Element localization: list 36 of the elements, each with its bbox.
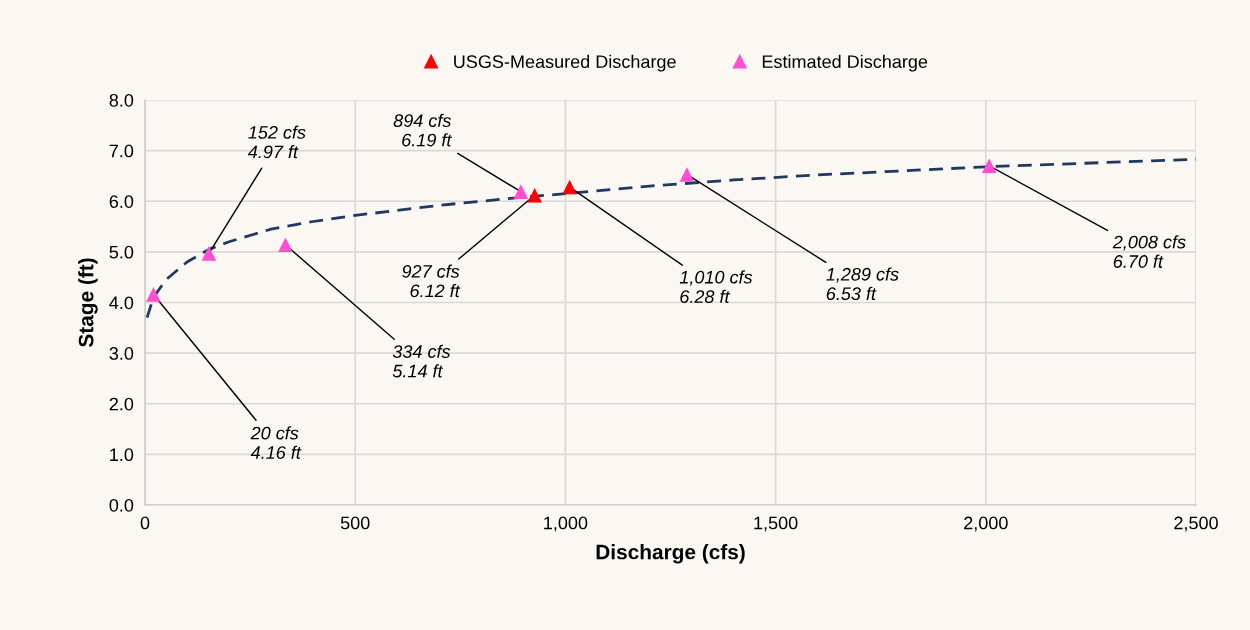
y-tick-label: 3.0 [109,347,134,360]
x-tick-label: 2,500 [1174,516,1218,532]
y-tick-label: 4.0 [109,296,134,310]
x-tick-label: 500 [340,516,370,530]
annotation: 334 cfs 5.14 ft [392,344,451,378]
y-tick-label: 5.0 [109,245,134,259]
annotation: 20 cfs 4.16 ft [250,426,302,459]
point [981,158,997,174]
point [513,184,529,199]
line-series [145,157,1196,320]
y-tick-label: 2.0 [109,397,134,411]
annotation: 927 cfs 6.12 ft [402,264,461,298]
y-tick-label: 7.0 [109,144,134,158]
x-axis-title: Discharge (cfs) [596,544,745,564]
point [201,246,217,261]
point [527,187,542,203]
y-tick-label: 6.0 [109,195,134,208]
annotation: 2,008 cfs 6.70 ft [1112,235,1186,268]
point [562,179,577,195]
x-tick-label: 1,500 [754,516,798,532]
x-tick-label: 2,000 [964,516,1008,532]
y-axis-title: Stage (ft) [78,258,98,348]
annotation: 894 cfs 6.19 ft [393,113,453,147]
x-tick-label: 1,000 [544,516,588,532]
annotation: 152 cfs 4.97 ft [247,125,306,159]
point [278,237,293,253]
legend-label: USGS-Measured Discharge [454,54,676,72]
legend-label: Estimated Discharge [762,54,928,72]
point [679,167,695,182]
y-tick-label: 1.0 [110,448,134,462]
y-tick-label: 0.0 [109,498,134,512]
y-tick-label: 8.0 [109,93,134,107]
annotation: 1,289 cfs 6.53 ft [826,267,899,301]
point [146,287,161,302]
annotation: 1,010 cfs 6.28 ft [679,270,753,304]
x-tick-label: 0 [140,516,150,530]
